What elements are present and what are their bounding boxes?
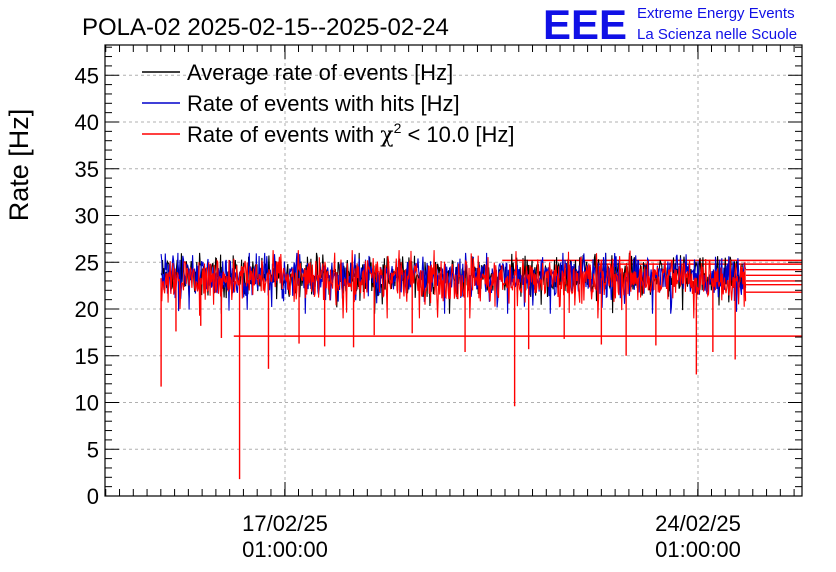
plot-frame (104, 44, 803, 497)
series-lines (160, 250, 747, 319)
y-tick-label: 15 (75, 344, 99, 369)
logo-line-2: La Scienza nelle Scuole (637, 26, 797, 43)
y-tick-label: 0 (87, 484, 99, 509)
x-tick-label-time: 01:00:00 (655, 537, 741, 562)
y-tick-label: 25 (75, 250, 99, 275)
y-tick-label: 10 (75, 391, 99, 416)
y-tick-label: 30 (75, 204, 99, 229)
y-tick-label: 20 (75, 297, 99, 322)
x-tick-label-date: 17/02/25 (242, 511, 328, 536)
legend-item-average: Average rate of events [Hz] (142, 60, 453, 85)
x-tick-label-time: 01:00:00 (242, 537, 328, 562)
eee-logo: EEE Extreme Energy Events La Scienza nel… (543, 1, 797, 48)
y-axis-label: Rate [Hz] (4, 109, 34, 222)
legend: Average rate of events [Hz] Rate of even… (142, 60, 514, 148)
y-tick-label: 40 (75, 110, 99, 135)
legend-label-hits: Rate of events with hits [Hz] (187, 91, 460, 116)
x-tick-label-date: 24/02/25 (655, 511, 741, 536)
y-tick-label: 45 (75, 63, 99, 88)
legend-item-hits: Rate of events with hits [Hz] (142, 91, 460, 116)
y-tick-label: 35 (75, 157, 99, 182)
legend-label-average: Average rate of events [Hz] (187, 60, 453, 85)
eee-logo-text: EEE (543, 1, 627, 48)
legend-item-chi2: Rate of events with χ2 < 10.0 [Hz] (142, 120, 514, 148)
y-axis: 0 5 10 15 20 25 30 35 40 45 (75, 46, 802, 509)
legend-label-chi2: Rate of events with χ2 < 10.0 [Hz] (187, 120, 514, 148)
dip-spikes (160, 278, 736, 480)
chart-title: POLA-02 2025-02-15--2025-02-24 (82, 14, 449, 41)
logo-line-1: Extreme Energy Events (637, 5, 795, 22)
y-tick-label: 5 (87, 437, 99, 462)
flat-lines (233, 259, 802, 337)
series-line-2 (160, 250, 747, 319)
